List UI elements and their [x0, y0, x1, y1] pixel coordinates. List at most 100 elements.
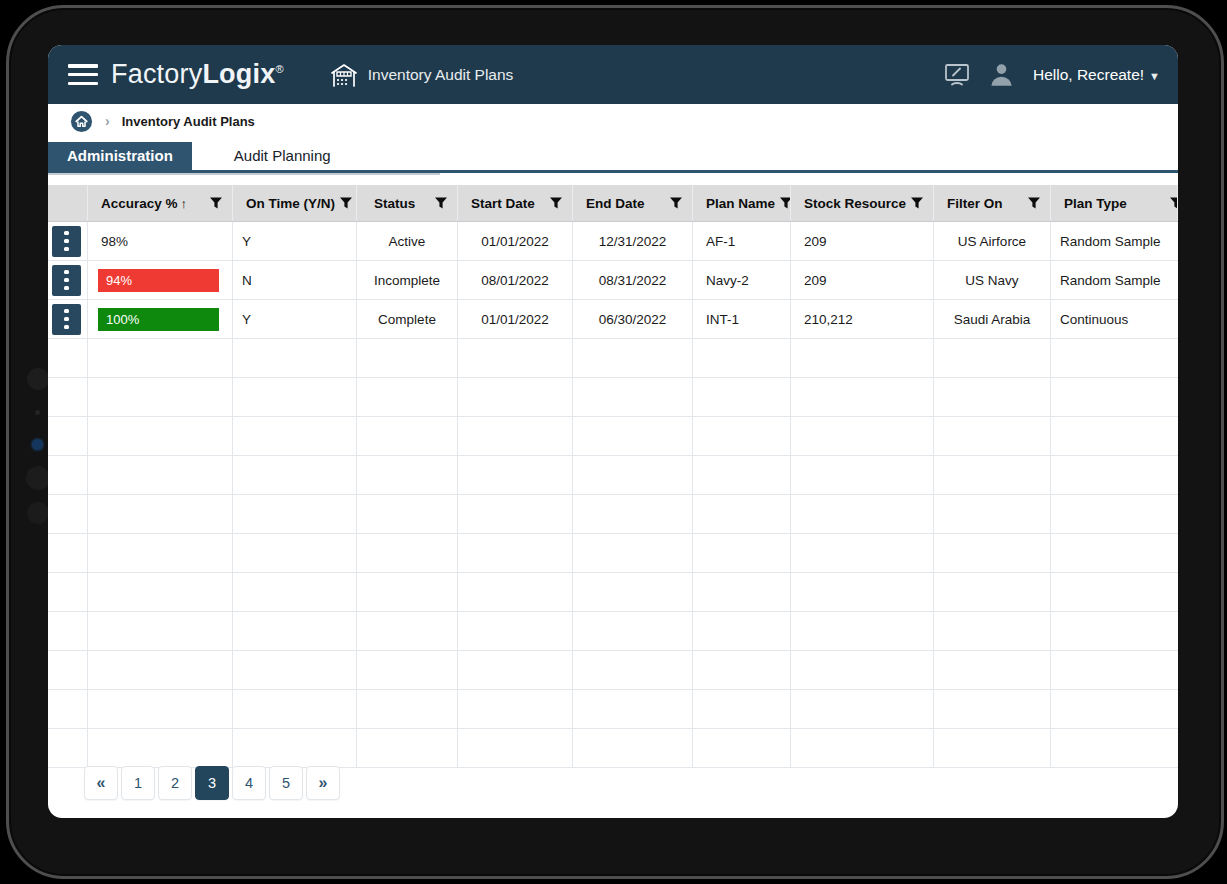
caret-down-icon: ▼: [1149, 70, 1160, 82]
pagination-page-button[interactable]: 1: [121, 766, 155, 800]
empty-cell: [1051, 729, 1178, 767]
empty-cell: [791, 534, 934, 572]
accuracy-bar: 100%: [98, 308, 219, 331]
filter-icon[interactable]: [669, 196, 683, 210]
header-plan-type[interactable]: Plan Type: [1051, 185, 1178, 221]
empty-rows-container: [48, 339, 1178, 768]
status-cell: Active: [357, 222, 458, 260]
empty-cell: [573, 729, 693, 767]
header-on-time[interactable]: On Time (Y/N): [233, 185, 357, 221]
sort-asc-icon[interactable]: ↑: [181, 196, 188, 211]
plan-type-cell: Random Sample: [1051, 222, 1178, 260]
filter-icon[interactable]: [434, 196, 448, 210]
bezel-camera-dot: [27, 368, 49, 390]
empty-table-row: [48, 729, 1178, 768]
empty-cell: [934, 612, 1051, 650]
empty-cell: [1051, 495, 1178, 533]
empty-cell: [48, 729, 88, 767]
empty-cell: [357, 651, 458, 689]
warehouse-icon: [330, 62, 358, 88]
stock-resource-cell: 209: [791, 261, 934, 299]
end-date-cell: 12/31/2022: [573, 222, 693, 260]
empty-cell: [693, 729, 791, 767]
empty-cell: [791, 378, 934, 416]
empty-cell: [48, 456, 88, 494]
filter-icon[interactable]: [910, 196, 924, 210]
hamburger-menu-icon[interactable]: [68, 64, 98, 85]
module-title: Inventory Audit Plans: [368, 66, 514, 84]
row-actions-cell: [48, 300, 88, 338]
header-end-date[interactable]: End Date: [573, 185, 693, 221]
stock-resource-cell: 210,212: [791, 300, 934, 338]
start-date-cell: 01/01/2022: [458, 300, 573, 338]
empty-cell: [88, 534, 233, 572]
empty-cell: [458, 690, 573, 728]
pagination-prev-button[interactable]: «: [84, 766, 118, 800]
header-status[interactable]: Status: [357, 185, 458, 221]
pagination-page-button[interactable]: 4: [232, 766, 266, 800]
empty-cell: [357, 456, 458, 494]
empty-cell: [357, 612, 458, 650]
tab-audit-planning[interactable]: Audit Planning: [210, 142, 355, 170]
plan-name-cell: INT-1: [693, 300, 791, 338]
tab-bar: Administration Audit Planning: [48, 139, 1178, 173]
empty-cell: [1051, 417, 1178, 455]
empty-cell: [693, 378, 791, 416]
header-start-date[interactable]: Start Date: [458, 185, 573, 221]
filter-icon[interactable]: [1027, 196, 1041, 210]
row-menu-button[interactable]: [52, 226, 81, 257]
row-actions-cell: [48, 222, 88, 260]
row-actions-cell: [48, 261, 88, 299]
empty-table-row: [48, 651, 1178, 690]
empty-cell: [1051, 690, 1178, 728]
filter-icon[interactable]: [1169, 196, 1178, 210]
home-icon[interactable]: [70, 110, 93, 133]
user-avatar-icon[interactable]: [988, 61, 1015, 88]
empty-cell: [1051, 612, 1178, 650]
filter-icon[interactable]: [209, 196, 223, 210]
empty-cell: [233, 651, 357, 689]
empty-cell: [934, 495, 1051, 533]
pagination-page-button-active[interactable]: 3: [195, 766, 229, 800]
empty-cell: [357, 417, 458, 455]
filter-icon[interactable]: [779, 196, 791, 210]
filter-icon[interactable]: [549, 196, 563, 210]
pagination-page-button[interactable]: 5: [269, 766, 303, 800]
filter-on-cell: US Navy: [934, 261, 1051, 299]
empty-cell: [934, 339, 1051, 377]
chevron-right-icon: ›: [105, 113, 110, 129]
empty-cell: [934, 378, 1051, 416]
header-plan-name[interactable]: Plan Name: [693, 185, 791, 221]
empty-cell: [357, 729, 458, 767]
filter-icon[interactable]: [339, 196, 353, 210]
empty-cell: [791, 573, 934, 611]
tab-administration[interactable]: Administration: [48, 142, 192, 170]
empty-cell: [357, 378, 458, 416]
row-menu-button[interactable]: [52, 304, 81, 335]
empty-table-row: [48, 534, 1178, 573]
header-stock-resource[interactable]: Stock Resource: [791, 185, 934, 221]
empty-cell: [791, 690, 934, 728]
empty-cell: [458, 456, 573, 494]
empty-cell: [233, 456, 357, 494]
empty-cell: [48, 612, 88, 650]
row-menu-button[interactable]: [52, 265, 81, 296]
header-filter-on[interactable]: Filter On: [934, 185, 1051, 221]
empty-cell: [791, 651, 934, 689]
pagination-page-button[interactable]: 2: [158, 766, 192, 800]
user-menu[interactable]: Hello, Recreate!▼: [1033, 66, 1160, 84]
accuracy-cell: 100%: [88, 300, 233, 338]
empty-cell: [88, 612, 233, 650]
pagination-next-button[interactable]: »: [306, 766, 340, 800]
empty-cell: [693, 573, 791, 611]
empty-cell: [791, 495, 934, 533]
empty-cell: [88, 573, 233, 611]
filter-on-cell: US Airforce: [934, 222, 1051, 260]
empty-cell: [573, 690, 693, 728]
header-accuracy[interactable]: Accuracy %↑: [88, 185, 233, 221]
empty-cell: [573, 456, 693, 494]
start-date-cell: 08/01/2022: [458, 261, 573, 299]
empty-cell: [88, 456, 233, 494]
screen-share-icon[interactable]: [944, 63, 970, 87]
plan-name-cell: Navy-2: [693, 261, 791, 299]
